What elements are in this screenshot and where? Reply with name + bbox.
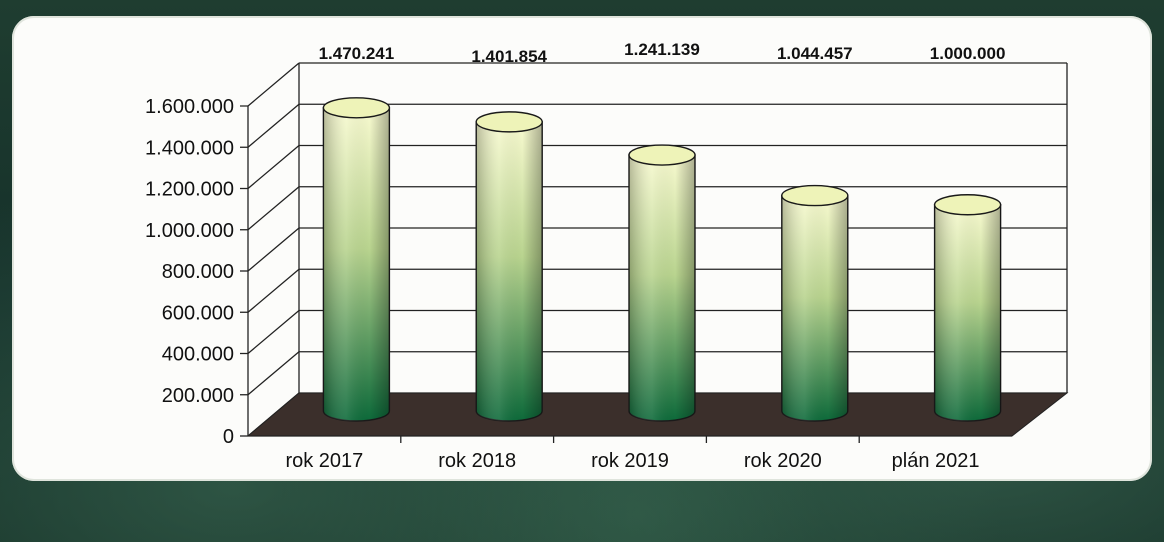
y-tick-label: 1.600.000	[145, 96, 234, 118]
axis-layer	[240, 105, 1012, 443]
bar-top	[628, 144, 696, 166]
bar-shading	[781, 195, 848, 421]
grid-depth-line	[247, 227, 300, 272]
chart-panel: 0 200.000 400.000 600.000 800.000 1.000.000 1.…	[12, 16, 1152, 481]
bar-shading	[934, 204, 1001, 421]
category-label: rok 2017	[285, 450, 363, 472]
bar-shading	[629, 155, 695, 421]
bar	[628, 144, 696, 422]
bar-shading	[323, 107, 390, 422]
bar	[322, 97, 391, 422]
grid-depth-line	[247, 186, 300, 231]
bar	[933, 194, 1002, 422]
labels-layer: 0 200.000 400.000 600.000 800.000 1.000.000 1.…	[145, 40, 1005, 472]
data-label: 1.044.457	[777, 44, 853, 63]
bar-top	[933, 194, 1002, 216]
y-tick-label: 0	[223, 426, 234, 448]
y-tick-label: 1.400.000	[145, 137, 234, 159]
data-label: 1.241.139	[624, 40, 700, 59]
bar-top	[475, 111, 543, 133]
bar	[475, 111, 543, 422]
y-tick-label: 400.000	[162, 344, 234, 366]
data-label: 1.470.241	[319, 44, 395, 63]
grid-depth-line	[247, 268, 300, 313]
bar-shading	[476, 121, 543, 421]
y-tick-label: 200.000	[162, 385, 234, 407]
category-label: rok 2020	[744, 450, 822, 472]
category-label: rok 2018	[438, 450, 516, 472]
grid-depth-line	[247, 310, 300, 354]
bars-layer	[322, 97, 1002, 422]
grid-depth-line	[247, 351, 300, 396]
data-label: 1.000.000	[930, 44, 1006, 63]
y-tick-label: 1.200.000	[145, 179, 234, 201]
category-label: rok 2019	[591, 450, 669, 472]
bar-top	[781, 184, 849, 207]
grid-depth-line	[247, 103, 300, 148]
bar	[781, 184, 849, 422]
category-label: plán 2021	[892, 450, 980, 472]
data-label: 1.401.854	[471, 47, 547, 66]
y-tick-label: 1.000.000	[145, 220, 234, 242]
bar-top	[322, 97, 391, 119]
y-tick-label: 600.000	[162, 302, 234, 324]
bar-chart: 0 200.000 400.000 600.000 800.000 1.000.000 1.…	[145, 40, 1069, 472]
grid-depth-line	[247, 62, 300, 107]
grid-depth-line	[247, 145, 300, 189]
y-tick-label: 800.000	[162, 261, 234, 283]
